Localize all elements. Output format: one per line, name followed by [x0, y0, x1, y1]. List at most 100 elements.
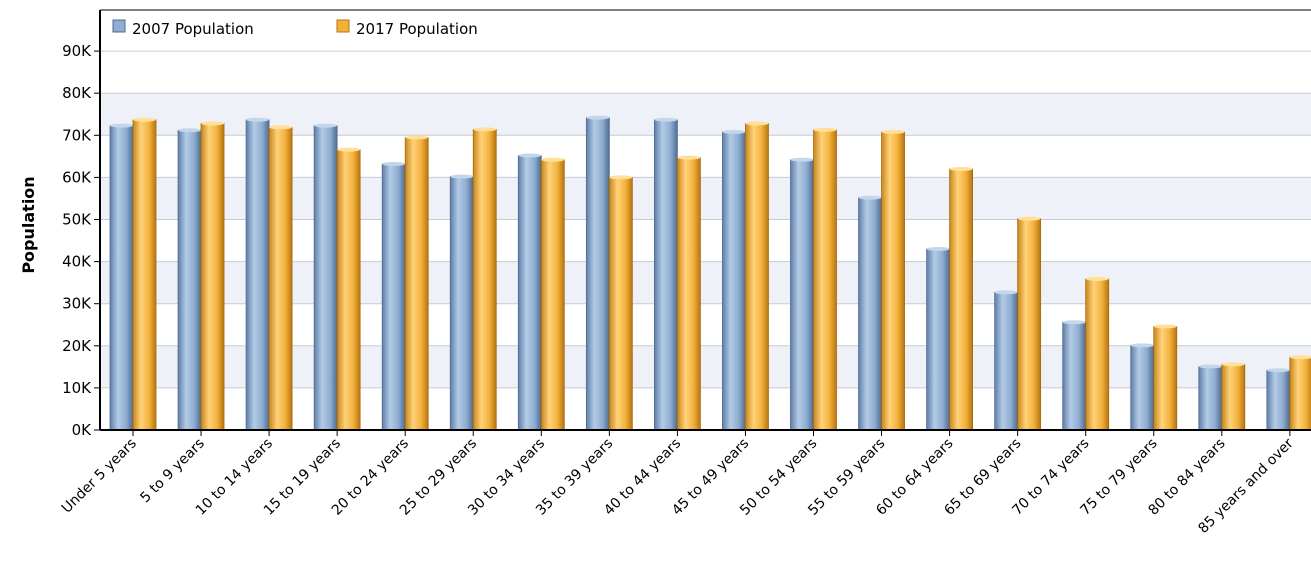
bar-top-cap	[1017, 216, 1041, 221]
bar-group	[1289, 355, 1311, 431]
bar-group	[949, 166, 973, 431]
bar	[109, 125, 134, 431]
bar-top-cap	[745, 121, 769, 126]
bar-top-cap	[586, 115, 610, 120]
bar-top-cap	[246, 117, 270, 122]
bar-group	[177, 128, 202, 431]
bar	[1198, 366, 1223, 431]
bar	[1017, 218, 1042, 431]
plot-background-bands	[100, 10, 1311, 430]
bar	[790, 159, 814, 431]
bar-top-cap	[269, 125, 293, 130]
bar	[949, 168, 973, 431]
bar-top-cap	[1062, 320, 1086, 325]
bar	[1289, 356, 1311, 431]
bar-top-cap	[1221, 362, 1245, 367]
y-tick-label: 0K	[72, 421, 93, 439]
bar-top-cap	[133, 117, 156, 122]
bar	[677, 157, 701, 431]
bar-group	[313, 123, 338, 431]
bar-group	[200, 121, 225, 431]
bar-top-cap	[881, 129, 905, 134]
legend-swatch-2007	[112, 19, 126, 33]
bar-group	[654, 117, 678, 431]
bar	[381, 163, 406, 431]
bar-group	[449, 174, 474, 431]
bar-top-cap	[722, 129, 746, 134]
bar-group	[245, 117, 270, 431]
bar-group	[268, 125, 293, 431]
y-tick-label: 60K	[62, 168, 92, 186]
bar	[313, 125, 338, 431]
bar-top-cap	[790, 157, 814, 162]
bar	[268, 126, 293, 431]
y-tick-label: 20K	[62, 337, 92, 355]
bar-group	[881, 129, 905, 431]
bar-group	[1198, 364, 1223, 431]
bar-top-cap	[450, 174, 474, 179]
bar-group	[585, 115, 610, 431]
plot-band-top	[100, 10, 1311, 52]
bar	[1153, 326, 1178, 431]
legend: 2007 Population 2017 Population	[112, 19, 478, 38]
bar-top-cap	[541, 157, 565, 162]
gridlines	[100, 50, 1311, 389]
bar	[1062, 321, 1087, 431]
bar	[926, 248, 950, 431]
y-tick-label: 30K	[62, 295, 92, 313]
legend-swatch-2017	[336, 19, 350, 33]
bar	[994, 291, 1019, 431]
bar	[1130, 344, 1155, 431]
bar-group	[1130, 343, 1155, 431]
x-tick-label: 5 to 9 years	[137, 436, 208, 507]
bar-group	[608, 175, 633, 431]
bar-top-cap	[1130, 343, 1154, 348]
plot-band	[100, 303, 1311, 346]
bar-top-cap	[858, 195, 882, 200]
bar	[881, 131, 905, 431]
bar	[177, 129, 202, 431]
bar-top-cap	[178, 128, 202, 133]
bar-top-cap	[110, 123, 133, 128]
bar	[540, 159, 565, 431]
bar-group	[517, 153, 542, 431]
plot-band	[100, 135, 1311, 178]
bar	[813, 129, 837, 431]
y-tick-label: 90K	[62, 42, 92, 60]
bar-group	[472, 127, 497, 431]
legend-label-2017: 2017 Population	[356, 20, 478, 38]
bar-top-cap	[1153, 324, 1177, 329]
bar	[858, 197, 882, 431]
bar-group	[1266, 368, 1291, 431]
y-tick-label: 70K	[62, 126, 92, 144]
bar	[608, 176, 633, 431]
bar-group	[1085, 276, 1110, 431]
bar	[200, 123, 225, 431]
bar-group	[813, 127, 837, 431]
bar-group	[1221, 362, 1246, 431]
bar-group	[1017, 216, 1042, 431]
bar-top-cap	[994, 290, 1018, 295]
plot-band	[100, 93, 1311, 136]
y-tick-label: 10K	[62, 379, 92, 397]
bar-top-cap	[473, 127, 497, 132]
bar-group	[109, 123, 134, 431]
bar-top-cap	[609, 175, 633, 180]
bar	[1266, 369, 1291, 431]
y-tick-label: 50K	[62, 211, 92, 229]
bar-top-cap	[201, 121, 225, 126]
bar-top-cap	[337, 147, 361, 152]
bar-top-cap	[813, 127, 837, 132]
bar-group	[994, 290, 1019, 431]
bar	[654, 119, 678, 431]
bar-group	[1153, 324, 1178, 431]
bar	[1221, 363, 1246, 431]
bar-top-cap	[1266, 368, 1290, 373]
bar-group	[540, 157, 565, 431]
bar-group	[404, 135, 429, 431]
y-axis-label: Population	[19, 176, 38, 273]
bar	[404, 137, 429, 431]
bar-group	[722, 129, 746, 431]
